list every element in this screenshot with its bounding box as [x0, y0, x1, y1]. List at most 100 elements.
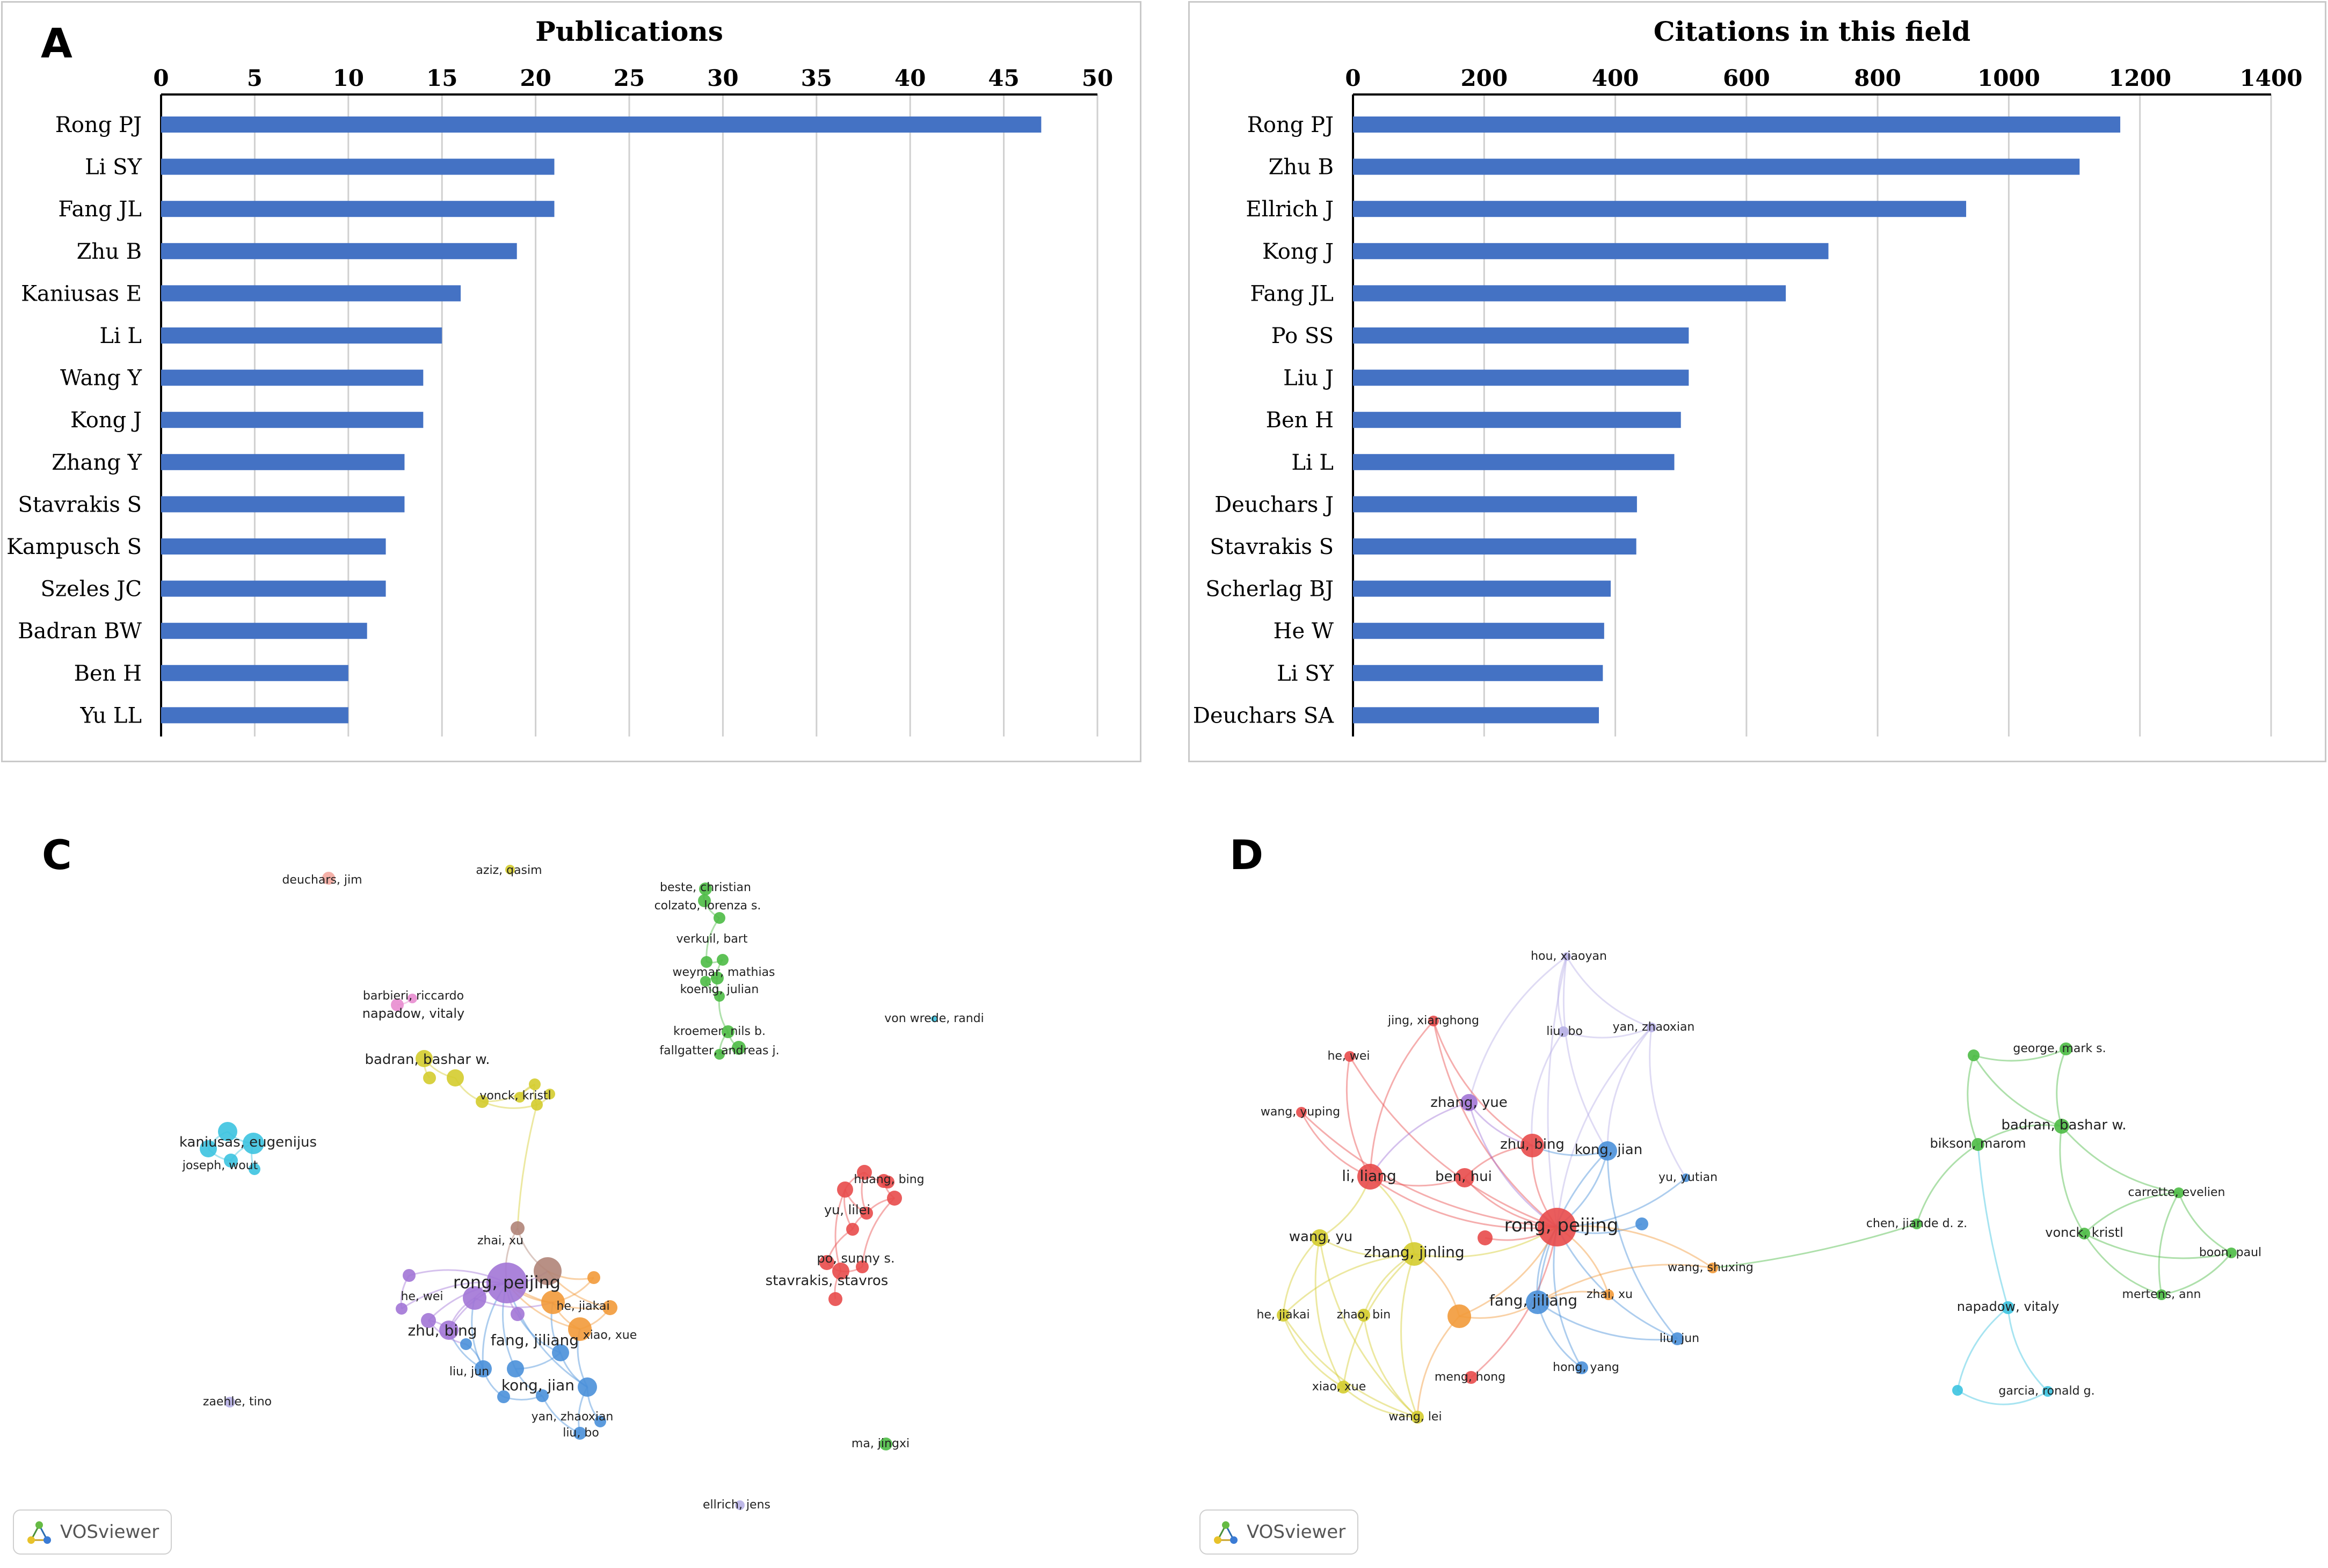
node-zaehle[interactable] [224, 1397, 235, 1407]
node-y7[interactable] [544, 1089, 555, 1099]
node-b8[interactable] [552, 1344, 569, 1361]
node-pk1[interactable] [391, 998, 404, 1011]
node-cj[interactable] [1911, 1219, 1922, 1229]
node-b4[interactable] [497, 1390, 510, 1403]
node-o1[interactable] [541, 1290, 565, 1314]
node-p2[interactable] [403, 1269, 416, 1282]
node-g5[interactable] [717, 954, 729, 966]
node-y8[interactable] [514, 1092, 525, 1103]
node-gc[interactable] [2042, 1386, 2053, 1397]
node-g10[interactable] [732, 1041, 746, 1055]
node-p3[interactable] [396, 1303, 408, 1315]
node-rd[interactable] [1478, 1230, 1493, 1245]
node-deuchars[interactable] [322, 872, 335, 885]
node-r11[interactable] [882, 1176, 894, 1188]
node-ellrich[interactable] [735, 1500, 745, 1510]
node-r5[interactable] [860, 1207, 873, 1220]
node-ma[interactable] [2156, 1289, 2167, 1300]
node-mh[interactable] [1465, 1371, 1478, 1384]
node-y1[interactable] [416, 1050, 433, 1067]
node-zbin[interactable] [1357, 1309, 1370, 1322]
node-p1[interactable] [463, 1286, 486, 1310]
node-zj[interactable] [1402, 1242, 1426, 1266]
node-r6[interactable] [846, 1223, 859, 1236]
node-g7[interactable] [700, 976, 711, 987]
node-np[interactable] [2002, 1301, 2014, 1314]
node-b6[interactable] [573, 1427, 586, 1440]
node-r7[interactable] [819, 1255, 834, 1270]
node-fj[interactable] [1526, 1290, 1549, 1314]
node-r9[interactable] [856, 1260, 869, 1273]
node-b1[interactable] [475, 1360, 492, 1377]
node-bp[interactable] [2226, 1248, 2237, 1258]
node-k1[interactable] [218, 1122, 237, 1141]
node-jx[interactable] [1428, 1016, 1439, 1026]
node-cy1[interactable] [1952, 1385, 1963, 1396]
node-b3[interactable] [578, 1377, 597, 1397]
node-ytian[interactable] [1682, 1173, 1690, 1182]
node-xx[interactable] [1337, 1381, 1350, 1394]
node-k3[interactable] [243, 1133, 264, 1154]
node-aziz[interactable] [505, 865, 515, 874]
node-k2[interactable] [200, 1140, 217, 1157]
node-y4[interactable] [476, 1095, 489, 1108]
node-wy[interactable] [1296, 1107, 1307, 1118]
node-b9[interactable] [460, 1338, 472, 1350]
node-o3[interactable] [602, 1300, 617, 1315]
node-g4[interactable] [701, 956, 712, 968]
node-r4[interactable] [887, 1191, 902, 1206]
node-vk[interactable] [2078, 1228, 2090, 1239]
node-hy[interactable] [1575, 1361, 1588, 1374]
node-lj[interactable] [1671, 1332, 1684, 1345]
node-k4[interactable] [224, 1154, 238, 1168]
node-hou[interactable] [1562, 952, 1571, 961]
node-brn[interactable] [534, 1257, 562, 1285]
node-g6[interactable] [711, 972, 724, 984]
node-yz[interactable] [1647, 1023, 1656, 1032]
node-y2[interactable] [447, 1069, 464, 1086]
node-o2[interactable] [568, 1317, 592, 1341]
node-p4[interactable] [439, 1321, 459, 1340]
node-rong[interactable] [1538, 1208, 1576, 1246]
node-vonwrede[interactable] [931, 1016, 937, 1022]
node-g11[interactable] [714, 1049, 725, 1060]
node-zb[interactable] [1521, 1134, 1544, 1157]
node-bb[interactable] [2054, 1119, 2069, 1134]
node-pk2[interactable] [408, 994, 417, 1003]
node-k5[interactable] [249, 1163, 260, 1175]
node-y3[interactable] [423, 1071, 436, 1084]
node-g8[interactable] [714, 991, 725, 1002]
node-kj[interactable] [1598, 1141, 1617, 1161]
node-or[interactable] [1447, 1304, 1471, 1328]
node-ws[interactable] [1707, 1263, 1718, 1273]
node-zhai[interactable] [511, 1221, 525, 1235]
node-g1[interactable] [699, 883, 712, 895]
node-g3[interactable] [714, 912, 725, 924]
node-r10[interactable] [828, 1292, 842, 1306]
node-gm[interactable] [2060, 1042, 2072, 1055]
node-y5[interactable] [529, 1078, 541, 1090]
node-gr1[interactable] [1968, 1049, 1980, 1061]
node-r3[interactable] [837, 1182, 853, 1198]
node-bh[interactable] [1455, 1168, 1474, 1187]
node-ma[interactable] [879, 1438, 892, 1450]
node-zx[interactable] [1603, 1289, 1614, 1300]
node-p6[interactable] [511, 1307, 525, 1321]
node-p5[interactable] [421, 1313, 436, 1328]
node-b2[interactable] [507, 1360, 524, 1377]
node-r8[interactable] [832, 1263, 849, 1280]
node-g2[interactable] [698, 894, 711, 907]
node-b5[interactable] [536, 1389, 549, 1402]
node-rong[interactable] [486, 1263, 527, 1303]
node-hw[interactable] [1344, 1051, 1355, 1062]
node-b7[interactable] [594, 1416, 606, 1427]
node-bl1[interactable] [1635, 1217, 1648, 1230]
node-ll[interactable] [1357, 1164, 1383, 1190]
node-hjk[interactable] [1277, 1309, 1290, 1322]
node-y6[interactable] [531, 1099, 543, 1111]
node-r1[interactable] [857, 1165, 872, 1180]
node-g9[interactable] [722, 1025, 734, 1038]
node-bm[interactable] [1971, 1138, 1984, 1151]
node-o4[interactable] [587, 1271, 600, 1284]
node-wyu[interactable] [1311, 1229, 1328, 1246]
